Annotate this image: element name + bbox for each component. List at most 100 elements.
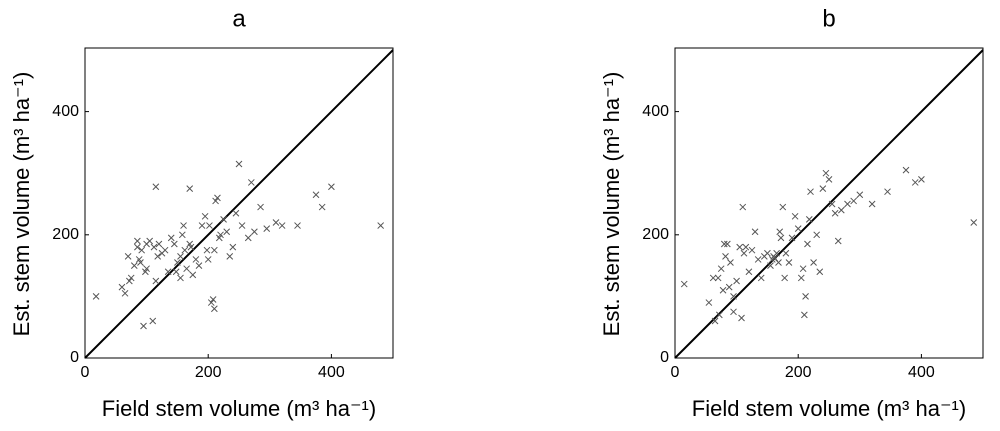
point xyxy=(884,188,891,196)
point xyxy=(725,283,733,291)
x-tick-label: 0 xyxy=(81,364,90,381)
point xyxy=(170,240,178,248)
point xyxy=(152,183,160,191)
point xyxy=(220,216,227,223)
point xyxy=(709,274,717,282)
point xyxy=(868,200,876,208)
point xyxy=(127,274,135,282)
point xyxy=(918,176,925,183)
y-tick-label: 0 xyxy=(660,349,669,366)
y-axis-label: Est. stem volume (m³ ha⁻¹) xyxy=(9,72,34,337)
point xyxy=(730,308,737,316)
point xyxy=(178,231,186,239)
point xyxy=(711,317,719,325)
point xyxy=(235,160,243,168)
point xyxy=(174,259,181,266)
point xyxy=(834,237,842,245)
point xyxy=(232,209,240,217)
point xyxy=(92,293,100,300)
point xyxy=(720,240,728,248)
point xyxy=(739,203,747,211)
point xyxy=(717,265,725,273)
point xyxy=(757,274,765,282)
point xyxy=(189,271,197,279)
point xyxy=(138,246,146,254)
point xyxy=(150,243,158,251)
point xyxy=(782,249,790,257)
point xyxy=(211,246,218,254)
point xyxy=(813,231,821,239)
point xyxy=(134,243,141,251)
point xyxy=(794,225,802,232)
point xyxy=(167,234,175,242)
point xyxy=(733,277,740,285)
point xyxy=(751,228,759,236)
point xyxy=(730,293,737,300)
point xyxy=(328,183,335,191)
point xyxy=(781,274,789,282)
point xyxy=(810,259,817,266)
point xyxy=(201,212,209,220)
point xyxy=(164,268,172,276)
y-axis-label: Est. stem volume (m³ ha⁻¹) xyxy=(599,72,624,337)
point xyxy=(226,253,234,260)
point xyxy=(802,293,809,300)
point xyxy=(207,299,215,306)
one-to-one-line xyxy=(674,49,984,359)
point xyxy=(195,262,203,269)
point xyxy=(773,249,780,257)
point xyxy=(767,262,774,269)
point xyxy=(278,222,286,229)
chart-title: b xyxy=(822,5,835,32)
point xyxy=(186,185,194,192)
point xyxy=(724,240,731,248)
point xyxy=(850,197,857,205)
point xyxy=(238,222,246,229)
point xyxy=(801,311,808,319)
point xyxy=(791,212,799,220)
point xyxy=(212,197,219,205)
point xyxy=(125,277,133,285)
point xyxy=(272,219,280,226)
point xyxy=(714,274,722,282)
point xyxy=(837,206,845,214)
point xyxy=(856,191,864,199)
point xyxy=(776,228,784,236)
point xyxy=(748,246,756,254)
point xyxy=(198,222,206,229)
point xyxy=(143,265,150,273)
point xyxy=(377,222,385,229)
x-tick-label: 0 xyxy=(671,364,680,381)
point xyxy=(183,265,190,273)
chart-title: a xyxy=(232,5,246,32)
point xyxy=(736,243,744,251)
point xyxy=(140,322,147,330)
point xyxy=(121,289,129,297)
point xyxy=(134,237,141,245)
point xyxy=(312,191,320,199)
point xyxy=(247,179,255,186)
point xyxy=(318,203,326,211)
point xyxy=(172,268,180,276)
y-tick-label: 200 xyxy=(642,226,669,243)
x-tick-label: 200 xyxy=(195,364,222,381)
point xyxy=(911,179,919,186)
point xyxy=(177,253,184,260)
y-tick-label: 0 xyxy=(70,349,79,366)
x-tick-label: 400 xyxy=(908,364,935,381)
point xyxy=(251,228,258,236)
point xyxy=(828,200,836,208)
point xyxy=(777,234,785,242)
point xyxy=(146,237,154,245)
point xyxy=(738,314,745,322)
point xyxy=(192,256,200,263)
point xyxy=(177,274,184,282)
point xyxy=(206,222,213,229)
point xyxy=(257,203,264,211)
point xyxy=(154,253,162,260)
y-tick-label: 400 xyxy=(52,103,79,120)
point xyxy=(229,243,237,251)
point xyxy=(217,231,224,239)
point xyxy=(211,305,218,313)
